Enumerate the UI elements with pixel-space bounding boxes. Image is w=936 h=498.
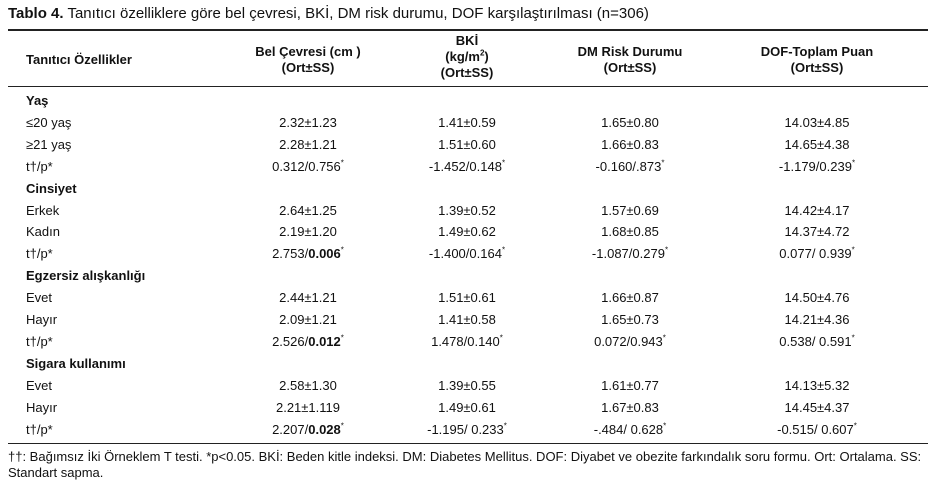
cell-bmi: 1.39±0.55 — [438, 377, 496, 393]
cell-dm-risk-test: -0.160/.873* — [595, 158, 665, 174]
header-dm-risk-title: DM Risk Durumu — [577, 44, 683, 59]
cell-dm-risk: 1.61±0.77 — [601, 377, 659, 393]
header-dof-title: DOF-Toplam Puan — [760, 44, 874, 59]
top-rule — [8, 29, 928, 31]
cell-waist-test: 2.526/0.012* — [272, 333, 344, 349]
header-characteristics: Tanıtıcı Özellikler — [26, 52, 132, 67]
cell-waist: 2.09±1.21 — [279, 312, 337, 327]
cell-dof: 14.50±4.76 — [784, 290, 850, 306]
cell-waist-test: 2.753/0.006* — [272, 245, 344, 262]
cell-dof-test: 0.538/ 0.591* — [779, 333, 855, 349]
cell-dm-risk: 1.66±0.87 — [601, 290, 659, 306]
cell-dm-risk: 1.65±0.73 — [601, 312, 659, 327]
cell-bmi: 1.51±0.60 — [438, 136, 496, 152]
cell-waist: 2.58±1.30 — [279, 377, 337, 393]
header-bmi-stat: (Ort±SS) — [440, 65, 494, 80]
cell-waist: 2.19±1.20 — [279, 224, 337, 240]
cell-dof-test: -1.179/0.239* — [778, 158, 856, 174]
caption-text: Tanıtıcı özelliklere göre bel çevresi, B… — [67, 5, 649, 22]
cell-dof: 14.03±4.85 — [784, 114, 850, 130]
header-rule — [8, 86, 928, 87]
header-waist-unit: (Ort±SS) — [281, 60, 335, 75]
row-label: ≥21 yaş — [26, 136, 72, 152]
header-dm-risk-stat: (Ort±SS) — [603, 60, 657, 75]
cell-waist: 2.28±1.21 — [279, 136, 337, 152]
footnote: ††: Bağımsız İki Örneklem T testi. *p<0.… — [8, 449, 922, 480]
cell-bmi: 1.39±0.52 — [438, 202, 496, 218]
cell-dm-risk-test: -.484/ 0.628* — [593, 421, 667, 437]
group-title: Egzersiz alışkanlığı — [26, 268, 146, 284]
cell-dm-risk: 1.66±0.83 — [601, 136, 659, 152]
group-title: Sigara kullanımı — [26, 355, 126, 371]
cell-waist: 2.32±1.23 — [279, 114, 337, 130]
cell-dof-test: 0.077/ 0.939* — [779, 245, 855, 262]
header-waist-title: Bel Çevresi (cm ) — [255, 44, 361, 59]
caption-label: Tablo 4. — [8, 5, 64, 22]
cell-dof: 14.45±4.37 — [784, 399, 850, 415]
cell-dof: 14.42±4.17 — [784, 202, 850, 218]
cell-dm-risk: 1.65±0.80 — [601, 114, 659, 130]
cell-waist: 2.64±1.25 — [279, 202, 337, 218]
cell-dof-test: -0.515/ 0.607* — [777, 421, 857, 437]
row-label: ≤20 yaş — [26, 114, 72, 130]
row-label: Hayır — [26, 312, 58, 327]
test-label: t†/p* — [26, 333, 53, 349]
cell-dm-risk: 1.68±0.85 — [601, 224, 659, 240]
cell-waist: 2.44±1.21 — [279, 290, 337, 306]
cell-bmi: 1.49±0.61 — [438, 399, 496, 415]
cell-bmi: 1.51±0.61 — [438, 290, 496, 306]
cell-bmi: 1.41±0.58 — [438, 312, 496, 327]
cell-waist-test: 0.312/0.756* — [272, 158, 344, 174]
cell-waist-test: 2.207/0.028* — [272, 421, 344, 437]
cell-dof: 14.65±4.38 — [784, 136, 850, 152]
header-bmi-unit: (kg/m2) — [445, 48, 489, 64]
group-title: Cinsiyet — [26, 180, 77, 196]
header-bmi: BKİ (kg/m2) (Ort±SS) — [377, 33, 557, 81]
row-label: Evet — [26, 377, 53, 393]
test-label: t†/p* — [26, 246, 53, 262]
cell-bmi-test: -1.452/0.148* — [428, 158, 506, 174]
cell-waist: 2.21±1.119 — [275, 399, 340, 415]
cell-dof: 14.21±4.36 — [784, 312, 850, 327]
test-label: t†/p* — [26, 158, 53, 174]
cell-dof: 14.13±5.32 — [784, 377, 850, 393]
header-dof-stat: (Ort±SS) — [790, 60, 844, 75]
header-dm-risk: DM Risk Durumu (Ort±SS) — [540, 44, 720, 76]
group-title: Yaş — [26, 93, 49, 108]
cell-bmi: 1.41±0.59 — [438, 114, 496, 130]
cell-bmi: 1.49±0.62 — [438, 224, 496, 240]
row-label: Evet — [26, 290, 53, 306]
bottom-rule — [8, 443, 928, 444]
cell-bmi-test: 1.478/0.140* — [431, 333, 503, 349]
cell-dm-risk-test: -1.087/0.279* — [591, 245, 669, 262]
cell-bmi-test: -1.400/0.164* — [428, 245, 506, 262]
row-label: Hayır — [26, 399, 58, 415]
header-dof: DOF-Toplam Puan (Ort±SS) — [727, 44, 907, 76]
header-waist: Bel Çevresi (cm ) (Ort±SS) — [218, 44, 398, 76]
cell-dm-risk: 1.57±0.69 — [601, 202, 659, 218]
cell-dm-risk-test: 0.072/0.943* — [594, 333, 666, 349]
row-label: Erkek — [26, 202, 60, 218]
cell-bmi-test: -1.195/ 0.233* — [427, 421, 507, 437]
cell-dof: 14.37±4.72 — [784, 224, 850, 240]
header-bmi-title: BKİ — [455, 33, 479, 48]
row-label: Kadın — [26, 224, 60, 240]
table-caption: Tablo 4. Tanıtıcı özelliklere göre bel ç… — [8, 5, 649, 22]
test-label: t†/p* — [26, 421, 53, 437]
cell-dm-risk: 1.67±0.83 — [601, 399, 659, 415]
